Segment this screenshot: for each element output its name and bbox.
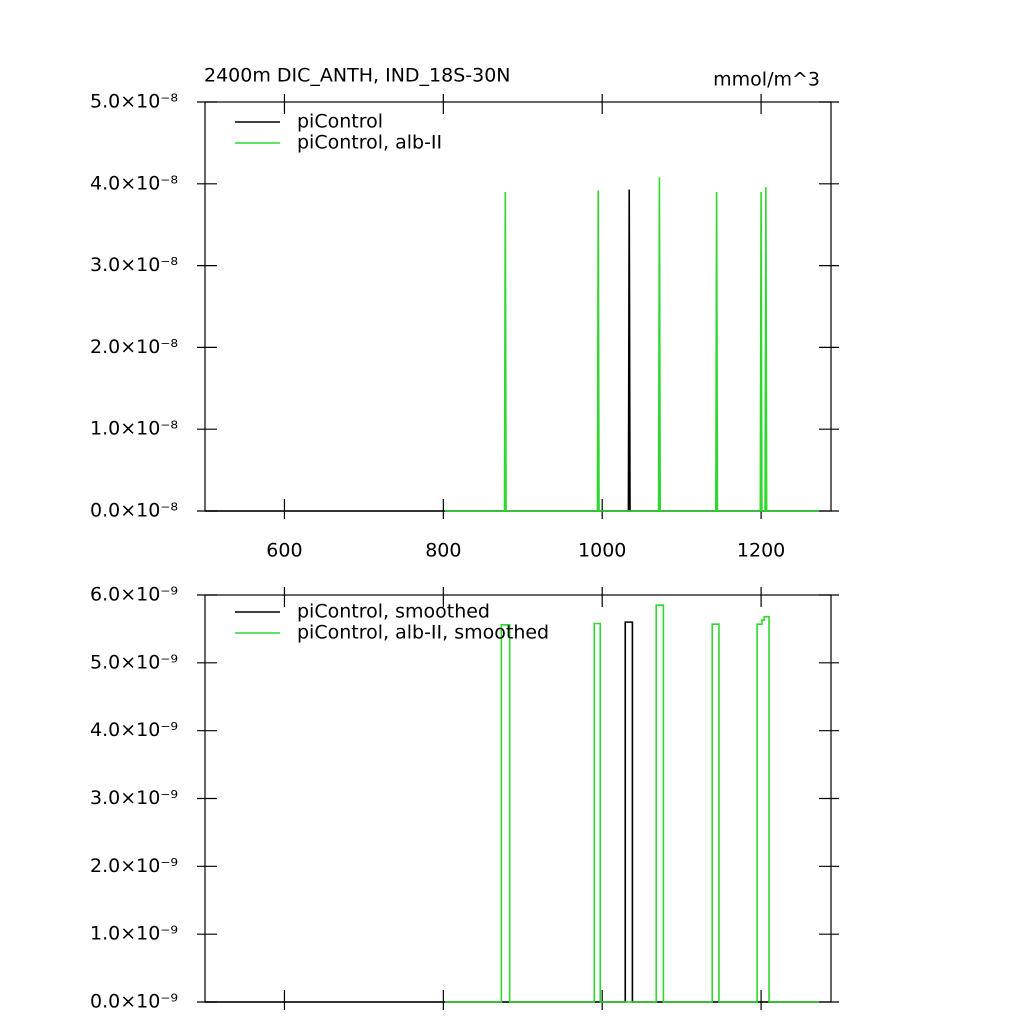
y-tick-label: 4.0×10⁻⁹	[90, 719, 178, 741]
series-line	[205, 621, 820, 1003]
chart-title: 2400m DIC_ANTH, IND_18S-30N	[204, 65, 511, 87]
series-line	[444, 177, 820, 512]
x-tick-label: 600	[266, 540, 302, 562]
series-line	[205, 189, 820, 512]
y-tick-label: 2.0×10⁻⁸	[90, 336, 178, 358]
y-tick-label: 5.0×10⁻⁸	[90, 91, 178, 113]
legend-label: piControl, alb-II, smoothed	[297, 622, 549, 644]
y-tick-label: 6.0×10⁻⁹	[90, 584, 178, 606]
y-tick-label: 2.0×10⁻⁹	[90, 855, 178, 877]
y-tick-label: 5.0×10⁻⁹	[90, 651, 178, 673]
y-tick-label: 3.0×10⁻⁹	[90, 787, 178, 809]
legend-label: piControl, alb-II	[297, 132, 442, 154]
units-label: mmol/m^3	[713, 69, 820, 91]
x-tick-label: 800	[425, 540, 461, 562]
y-tick-label: 0.0×10⁻⁸	[90, 500, 178, 522]
plot-frame	[204, 101, 832, 512]
x-tick-label: 1000	[578, 540, 626, 562]
y-tick-label: 1.0×10⁻⁹	[90, 923, 178, 945]
legend-label: piControl	[297, 111, 383, 133]
legend-label: piControl, smoothed	[297, 601, 490, 623]
y-tick-label: 0.0×10⁻⁹	[90, 991, 178, 1013]
y-tick-label: 4.0×10⁻⁸	[90, 172, 178, 194]
x-tick-label: 1200	[737, 540, 785, 562]
plot-frame	[204, 594, 832, 1003]
series-line	[444, 604, 820, 1003]
y-tick-label: 1.0×10⁻⁸	[90, 418, 178, 440]
y-tick-label: 3.0×10⁻⁸	[90, 254, 178, 276]
